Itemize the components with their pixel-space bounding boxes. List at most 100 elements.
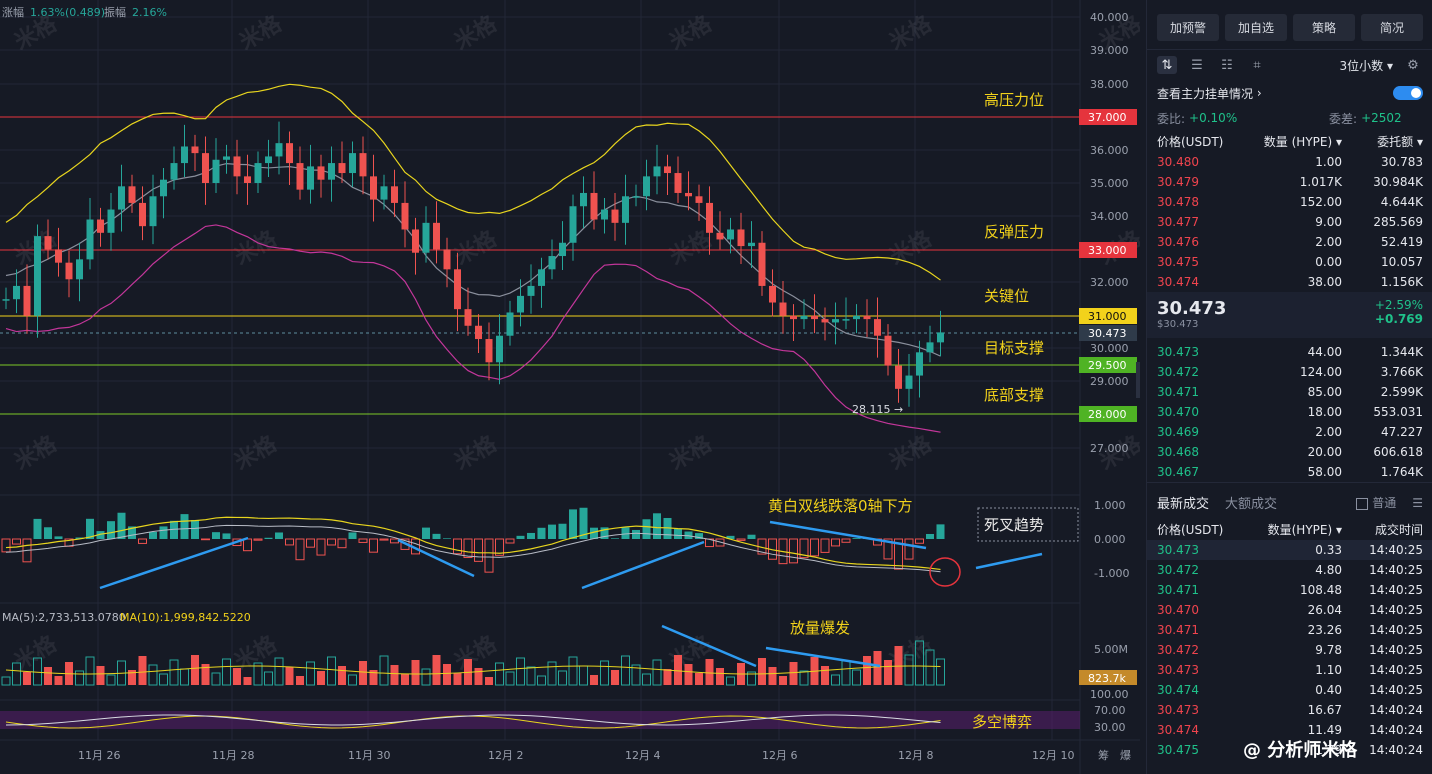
macd-bar bbox=[316, 538, 326, 556]
volume-bar bbox=[75, 670, 84, 686]
bid-row[interactable]: 30.473 44.00 1.344K bbox=[1147, 342, 1432, 362]
filter-icon[interactable]: ☰ bbox=[1412, 495, 1423, 510]
macd-bar bbox=[159, 526, 168, 539]
candle-body bbox=[433, 222, 440, 250]
candle-body bbox=[107, 209, 115, 233]
macd-bar bbox=[852, 538, 861, 539]
ask-row[interactable]: 30.474 38.00 1.156K bbox=[1147, 272, 1432, 292]
depth-link[interactable]: 查看主力挂单情况 bbox=[1157, 86, 1254, 101]
volume-bar bbox=[779, 676, 787, 685]
book-both-icon[interactable]: ⇅ bbox=[1157, 56, 1177, 74]
ask-row[interactable]: 30.479 1.017K 30.984K bbox=[1147, 172, 1432, 192]
bid-row[interactable]: 30.472 124.00 3.766K bbox=[1147, 362, 1432, 382]
burst-button[interactable]: 爆 bbox=[1120, 748, 1131, 762]
bid-amount: 2.599K bbox=[1380, 385, 1423, 399]
candle-body bbox=[391, 186, 398, 203]
candle-body bbox=[569, 206, 577, 243]
price-tick: 40.000 bbox=[1090, 11, 1129, 24]
candle-body bbox=[853, 315, 860, 320]
macd-bar bbox=[695, 533, 703, 539]
bollinger-lower bbox=[5, 224, 941, 433]
volume-bar bbox=[390, 665, 399, 685]
panel-collapse-handle[interactable] bbox=[1136, 362, 1140, 398]
candle-body bbox=[454, 269, 461, 310]
depth-toggle[interactable] bbox=[1393, 86, 1423, 100]
trend-arrow bbox=[397, 538, 475, 578]
date-tick: 12月 4 bbox=[625, 749, 661, 762]
strategy-button[interactable]: 策略 bbox=[1293, 14, 1355, 41]
trade-time: 14:40:24 bbox=[1369, 703, 1423, 717]
macd-bar bbox=[484, 538, 494, 573]
volume-bar bbox=[106, 674, 116, 686]
volume-bar bbox=[705, 659, 714, 685]
volume-bar bbox=[495, 662, 504, 686]
volume-bar bbox=[44, 667, 52, 685]
volume-bar bbox=[695, 673, 703, 685]
volume-bar bbox=[831, 674, 840, 686]
macd-bar bbox=[653, 513, 661, 539]
macd-bar bbox=[642, 519, 651, 539]
ask-row[interactable]: 30.476 2.00 52.419 bbox=[1147, 232, 1432, 252]
volume-bar bbox=[884, 660, 892, 685]
vol-tick: 5.00M bbox=[1094, 643, 1128, 656]
chips-button[interactable]: 筹 bbox=[1098, 748, 1109, 762]
trade-time: 14:40:25 bbox=[1369, 583, 1423, 597]
macd-bar bbox=[810, 538, 819, 557]
col-amount[interactable]: 委托额 ▾ bbox=[1377, 134, 1423, 149]
candle-body bbox=[779, 302, 787, 316]
bid-row[interactable]: 30.469 2.00 47.227 bbox=[1147, 422, 1432, 442]
bid-row[interactable]: 30.468 20.00 606.618 bbox=[1147, 442, 1432, 462]
ask-price: 30.478 bbox=[1157, 195, 1199, 209]
ratio-label: 委比: bbox=[1157, 111, 1186, 126]
macd-bar bbox=[831, 538, 840, 547]
candle-body bbox=[559, 242, 566, 257]
candle-body bbox=[475, 325, 482, 340]
volume-bar bbox=[904, 654, 914, 686]
death-cross-label: 死叉趋势 bbox=[984, 516, 1044, 534]
candle-body bbox=[821, 319, 829, 323]
bid-row[interactable]: 30.467 58.00 1.764K bbox=[1147, 462, 1432, 482]
volume-bar bbox=[1, 676, 11, 686]
book-bids-icon[interactable]: ☰ bbox=[1191, 57, 1203, 73]
tab-large-trades[interactable]: 大额成交 bbox=[1225, 497, 1278, 512]
book-depth-icon[interactable]: ⌗ bbox=[1253, 57, 1261, 73]
add-alert-button[interactable]: 加预警 bbox=[1157, 14, 1219, 41]
trade-time: 14:40:25 bbox=[1369, 663, 1423, 677]
trade-time: 14:40:25 bbox=[1369, 563, 1423, 577]
volume-bar bbox=[201, 664, 210, 685]
col-qty[interactable]: 数量 (HYPE) ▾ bbox=[1263, 134, 1342, 149]
tab-latest-trades[interactable]: 最新成交 bbox=[1157, 497, 1210, 512]
candle-body bbox=[653, 166, 661, 177]
trade-col-qty[interactable]: 数量(HYPE) ▾ bbox=[1267, 522, 1342, 537]
decimals-select[interactable]: 3位小数 ▾ bbox=[1339, 58, 1393, 73]
volume-bar bbox=[936, 658, 945, 686]
bid-price: 30.469 bbox=[1157, 425, 1199, 439]
book-asks-icon[interactable]: ☷ bbox=[1221, 57, 1233, 73]
macd-bar bbox=[44, 527, 52, 539]
ask-row[interactable]: 30.480 1.00 30.783 bbox=[1147, 152, 1432, 172]
trade-row: 30.474 0.40 14:40:25 bbox=[1147, 680, 1432, 700]
candle-body bbox=[538, 269, 545, 286]
volume-bar bbox=[568, 656, 578, 686]
add-watchlist-button[interactable]: 加自选 bbox=[1225, 14, 1287, 41]
macd-bar bbox=[75, 537, 84, 539]
ratio-value: +0.10% bbox=[1189, 111, 1238, 125]
bid-row[interactable]: 30.471 85.00 2.599K bbox=[1147, 382, 1432, 402]
ask-row[interactable]: 30.475 0.00 10.057 bbox=[1147, 252, 1432, 272]
macd-bar bbox=[505, 538, 515, 544]
volume-bar bbox=[600, 660, 609, 686]
normal-filter[interactable]: 普通 bbox=[1356, 494, 1396, 511]
macd-bar bbox=[191, 520, 199, 539]
ask-row[interactable]: 30.478 152.00 4.644K bbox=[1147, 192, 1432, 212]
macd-bar bbox=[474, 538, 483, 562]
volume-bar bbox=[789, 662, 798, 685]
candle-body bbox=[223, 156, 230, 160]
candle-body bbox=[926, 342, 934, 353]
overview-button[interactable]: 简况 bbox=[1361, 14, 1423, 41]
ask-row[interactable]: 30.477 9.00 285.569 bbox=[1147, 212, 1432, 232]
settings-icon[interactable]: ⚙ bbox=[1407, 57, 1419, 73]
bid-row[interactable]: 30.470 18.00 553.031 bbox=[1147, 402, 1432, 422]
candle-body bbox=[160, 179, 167, 197]
bid-list: 30.473 44.00 1.344K 30.472 124.00 3.766K… bbox=[1147, 338, 1432, 482]
